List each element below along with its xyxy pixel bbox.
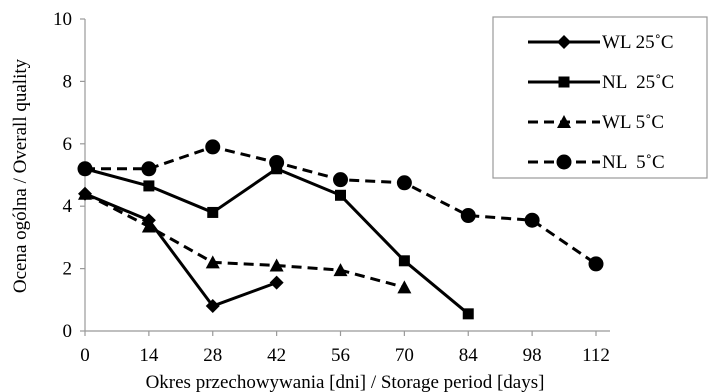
- data-point: [333, 172, 348, 188]
- legend-label: WL 5˚C: [602, 112, 664, 133]
- data-point: [78, 186, 92, 200]
- data-point: [269, 275, 284, 290]
- y-tick-label: 6: [63, 134, 73, 155]
- y-tick-label: 2: [63, 259, 73, 280]
- data-point: [524, 212, 540, 228]
- legend-marker: [557, 35, 571, 49]
- data-point: [462, 308, 474, 320]
- legend-marker: [558, 76, 570, 88]
- x-tick-label: 42: [267, 345, 286, 366]
- tick-group: 0 2 4 6 8 10 0 14 28 42 56 70 84 98 112: [53, 9, 610, 366]
- series-layer: [77, 139, 604, 320]
- data-point: [143, 180, 155, 192]
- data-point: [460, 208, 476, 224]
- legend-label: NL 5˚C: [602, 152, 665, 173]
- legend-marker: [556, 154, 572, 170]
- data-point: [333, 263, 348, 277]
- y-tick-label: 10: [53, 9, 72, 30]
- x-tick-label: 98: [523, 345, 542, 366]
- data-point: [207, 206, 219, 218]
- y-axis-title: Ocena ogólna / Overall quality: [10, 58, 31, 293]
- data-point: [269, 155, 285, 171]
- x-tick-label: 0: [80, 345, 90, 366]
- data-point: [205, 139, 221, 155]
- data-point: [141, 219, 156, 233]
- x-tick-label: 28: [203, 345, 222, 366]
- data-point: [396, 175, 412, 191]
- series-line: [84, 167, 470, 315]
- data-point: [398, 255, 410, 267]
- series-1: [78, 186, 284, 314]
- series-4: [77, 139, 604, 272]
- data-point: [588, 256, 604, 272]
- data-point: [205, 255, 220, 269]
- data-point: [397, 280, 412, 294]
- legend-label: WL 25˚C: [602, 32, 674, 53]
- series-line: [84, 192, 405, 289]
- x-tick-label: 112: [582, 345, 610, 366]
- legend: WL 25˚C NL 25˚C WL 5˚C NL 5˚C: [492, 16, 708, 179]
- data-point: [141, 161, 157, 177]
- legend-box: [492, 16, 708, 179]
- y-tick-label: 4: [63, 196, 73, 217]
- series-3: [78, 186, 412, 294]
- x-tick-label: 56: [331, 345, 350, 366]
- y-tick-label: 8: [63, 71, 73, 92]
- y-tick-label: 0: [63, 321, 73, 342]
- x-axis-title: Okres przechowywania [dni] / Storage per…: [146, 372, 545, 392]
- x-tick-label: 84: [459, 345, 479, 366]
- legend-marker: [557, 115, 571, 128]
- data-point: [77, 161, 93, 177]
- data-point: [269, 258, 284, 272]
- data-point: [205, 299, 220, 314]
- x-tick-label: 14: [139, 345, 159, 366]
- series-line: [84, 192, 278, 308]
- legend-label: NL 25˚C: [602, 72, 674, 93]
- data-point: [335, 189, 346, 201]
- x-tick-label: 70: [395, 345, 414, 366]
